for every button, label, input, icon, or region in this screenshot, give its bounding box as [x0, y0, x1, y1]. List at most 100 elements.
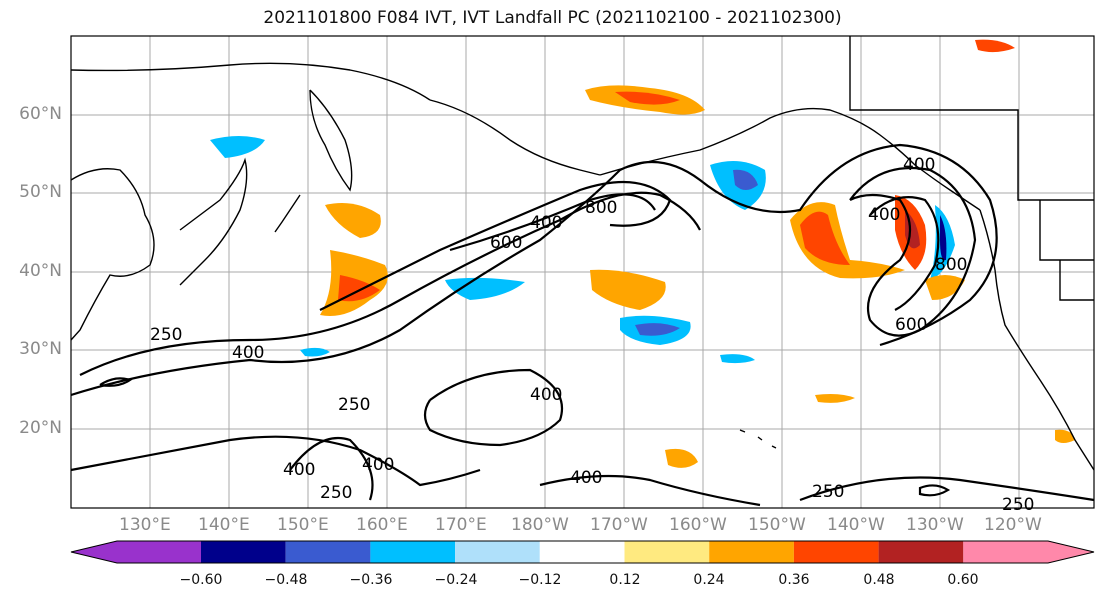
contour-label: 250: [320, 483, 352, 503]
colorbar-tick: 0.60: [947, 572, 979, 588]
colorbar-segment: [709, 541, 794, 563]
patch-center-orange: [590, 269, 666, 310]
contour-label: 250: [150, 325, 182, 345]
contour-label: 400: [283, 460, 315, 480]
lon-label: 140°W: [827, 515, 885, 535]
contour-400: [79, 191, 701, 376]
colorbar-tick: −0.24: [434, 572, 478, 588]
contour-label: 400: [868, 205, 900, 225]
colorbar-tick: −0.48: [264, 572, 308, 588]
korea-japan: [179, 157, 248, 286]
colorbar-tick: −0.60: [179, 572, 223, 588]
contour-250-outer: [70, 143, 998, 397]
kamchatka: [309, 89, 353, 192]
lat-label: 40°N: [19, 261, 62, 281]
lon-label: 180°W: [511, 515, 569, 535]
contour-label: 800: [935, 255, 967, 275]
contour-label: 250: [1002, 495, 1034, 515]
shaded-patches: [210, 39, 1075, 468]
canada-border: [849, 36, 1094, 201]
lon-label: 130°E: [119, 515, 171, 535]
patch-coast-navy: [940, 215, 947, 261]
colorbar-segment: [624, 541, 710, 563]
lon-label: 140°E: [198, 515, 250, 535]
contour-east-loop-inner: [869, 196, 940, 311]
colorbar-segment: [455, 541, 540, 563]
colorbar-tick: −0.36: [349, 572, 393, 588]
contour-label: 250: [338, 395, 370, 415]
coastlines: [70, 36, 1095, 471]
us-states: [1039, 200, 1094, 301]
patch-sakhalin-blue: [300, 347, 330, 357]
contour-east-loop-outer: [849, 166, 977, 337]
asia-coast: [70, 168, 155, 341]
colorbar-segment: [370, 541, 456, 563]
contour-label: 400: [530, 213, 562, 233]
patch-gulf-darkblue: [733, 169, 758, 190]
lon-label: 170°W: [590, 515, 648, 535]
contour-south-250: [70, 435, 481, 487]
contour-label-group: 400 800 600 400 400 250 400 250 400 400 …: [150, 155, 1034, 515]
colorbar-segment: [285, 541, 371, 563]
contour-label: 600: [895, 315, 927, 335]
colorbar-segment: [878, 541, 964, 563]
hawaii-islands: [739, 429, 777, 449]
colorbar-outline: [70, 540, 1095, 564]
contour-se-250: [799, 476, 1095, 502]
map-title: 2021101800 F084 IVT, IVT Landfall PC (20…: [263, 8, 842, 28]
patch-hawaii-orange: [815, 394, 855, 403]
patch-coast-orange: [925, 275, 965, 300]
siberia-coast: [70, 62, 431, 101]
patch-south-blue: [720, 354, 755, 364]
colorbar-extend-left: [71, 541, 117, 563]
contour-south-400: [289, 436, 374, 501]
colorbar-tick: 0.24: [693, 572, 725, 588]
colorbar-tick: 0.12: [609, 572, 641, 588]
lon-label: 170°E: [435, 515, 487, 535]
contour-label: 400: [570, 468, 602, 488]
lon-label: 150°W: [748, 515, 806, 535]
contour-label: 400: [903, 155, 935, 175]
colorbar-segment: [117, 541, 201, 563]
map-frame: [70, 35, 1095, 509]
alaska-coast: [599, 107, 981, 211]
contour-label: 800: [585, 198, 617, 218]
patch-south-orange: [665, 448, 698, 468]
colorbar-tick: 0.48: [863, 572, 895, 588]
colorbar-tick: −0.12: [518, 572, 562, 588]
patch-japan-blue: [210, 136, 265, 158]
contour-label: 400: [232, 343, 264, 363]
colorbar-segment: [201, 541, 286, 563]
lon-label: 150°E: [277, 515, 329, 535]
patch-mid-blue: [445, 277, 525, 300]
kurils: [274, 194, 301, 233]
contour-label: 600: [490, 233, 522, 253]
na-west-coast: [979, 209, 1095, 471]
patch-ne-orange: [975, 39, 1015, 53]
colorbar-tick: 0.36: [778, 572, 810, 588]
patch-se-orange: [1055, 429, 1075, 443]
lat-label: 60°N: [19, 104, 62, 124]
contour-south-400b: [539, 474, 761, 507]
ivt-contours: [70, 143, 1095, 507]
lon-label: 120°W: [984, 515, 1042, 535]
contour-600: [319, 180, 672, 311]
bering: [429, 99, 601, 176]
patch-aleutian-core: [615, 91, 680, 105]
lon-label: 160°W: [669, 515, 727, 535]
contour-mid-400: [423, 368, 564, 447]
lon-label: 130°W: [906, 515, 964, 535]
patch-east-red: [800, 211, 850, 265]
colorbar-segment: [539, 541, 625, 563]
contour-label: 400: [530, 385, 562, 405]
contour-far-west: [99, 377, 133, 387]
lon-label: 160°E: [356, 515, 408, 535]
contour-label: 250: [812, 482, 844, 502]
colorbar: [70, 540, 1095, 564]
lat-label: 20°N: [19, 418, 62, 438]
lat-label: 30°N: [19, 339, 62, 359]
colorbar-extend-right: [1048, 541, 1094, 563]
contour-800: [449, 193, 656, 252]
contour-label: 400: [362, 455, 394, 475]
